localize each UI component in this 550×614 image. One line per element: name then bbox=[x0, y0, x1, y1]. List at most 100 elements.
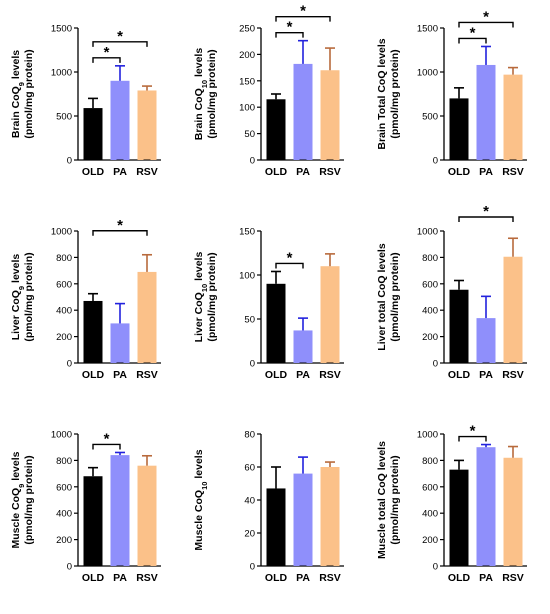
y-tick-label: 400 bbox=[56, 509, 72, 520]
significance-bracket bbox=[458, 216, 514, 222]
significance-bracket bbox=[275, 15, 331, 22]
y-axis-title: Liver CoQ9 levels bbox=[10, 254, 26, 341]
y-axis-title-subscript: 10 bbox=[200, 284, 209, 292]
bar-pa bbox=[110, 455, 130, 566]
y-axis-title-rest: levels bbox=[10, 50, 22, 82]
significance-bracket bbox=[92, 41, 148, 47]
significance-star: * bbox=[483, 8, 489, 25]
bar-rsv bbox=[320, 266, 340, 363]
x-tick-label-old: OLD bbox=[82, 572, 105, 584]
y-axis-title-main: Muscle CoQ bbox=[10, 488, 22, 549]
x-tick-label-pa: PA bbox=[113, 572, 127, 584]
y-axis-title-subscript: 10 bbox=[200, 80, 209, 88]
y-tick-label: 600 bbox=[422, 482, 438, 493]
bar-pa bbox=[476, 64, 496, 160]
y-tick-label: 0 bbox=[67, 359, 72, 370]
bar-old bbox=[83, 300, 103, 363]
bar-old bbox=[449, 98, 469, 160]
y-axis-label: Muscle CoQ9 levels (pmol/mg protein) bbox=[10, 451, 35, 548]
y-tick-label: 0 bbox=[67, 562, 72, 573]
chart-svg: Muscle CoQ10 levels 0 20 40 60 80 OLD PA RSV bbox=[193, 430, 344, 584]
y-axis-title: Liver total CoQ levels bbox=[376, 243, 388, 351]
bar-pa bbox=[476, 318, 496, 363]
significance-bracket bbox=[458, 21, 514, 28]
y-axis-units: (pmol/mg protein) bbox=[23, 252, 35, 341]
y-tick-label: 200 bbox=[56, 535, 72, 546]
significance-star: * bbox=[287, 19, 293, 36]
y-axis-title-main: Brain CoQ bbox=[193, 88, 205, 140]
chart-muscle-total-coq: Muscle total CoQ levels (pmol/mg protein)… bbox=[366, 406, 549, 609]
x-tick-label-old: OLD bbox=[265, 166, 288, 178]
bar-rsv bbox=[320, 70, 340, 160]
x-tick-label-old: OLD bbox=[82, 369, 105, 381]
y-tick-label: 800 bbox=[422, 456, 438, 467]
x-tick-label-pa: PA bbox=[296, 572, 310, 584]
chart-svg: Brain CoQ9 levels (pmol/mg protein) 0 500 10… bbox=[10, 24, 161, 178]
bar-old bbox=[83, 108, 103, 160]
y-axis-title-subscript: 9 bbox=[17, 82, 26, 86]
x-tick-label-rsv: RSV bbox=[502, 166, 524, 178]
x-tick-label-rsv: RSV bbox=[136, 166, 158, 178]
y-axis-label: Brain CoQ9 levels (pmol/mg protein) bbox=[10, 49, 35, 138]
y-tick-label: 800 bbox=[422, 253, 438, 264]
significance-bracket bbox=[275, 31, 304, 38]
x-tick-label-old: OLD bbox=[448, 369, 471, 381]
bar-pa bbox=[293, 473, 313, 566]
y-tick-label: 100 bbox=[239, 103, 255, 114]
y-axis-title-subscript: 9 bbox=[17, 484, 26, 488]
significance-star: * bbox=[470, 24, 476, 41]
chart-svg: Liver CoQ10 levels (pmol/mg protein) 0 50 10… bbox=[193, 227, 344, 381]
y-axis-label: Muscle CoQ10 levels bbox=[193, 449, 209, 550]
significance-bracket bbox=[458, 435, 487, 442]
chart-liver-coq9: Liver CoQ9 levels (pmol/mg protein) 0 200 40… bbox=[0, 203, 183, 406]
y-tick-label: 50 bbox=[244, 315, 255, 326]
y-axis-label: Brain CoQ10 levels (pmol/mg protein) bbox=[193, 48, 218, 141]
y-tick-label: 800 bbox=[56, 253, 72, 264]
bar-pa bbox=[476, 447, 496, 566]
y-tick-label: 200 bbox=[56, 332, 72, 343]
y-axis-title-subscript: 10 bbox=[200, 482, 209, 490]
y-axis-title: Brain CoQ10 levels bbox=[193, 48, 209, 141]
y-tick-label: 0 bbox=[433, 359, 438, 370]
y-tick-label: 200 bbox=[422, 332, 438, 343]
significance-star: * bbox=[117, 28, 123, 45]
y-tick-label: 600 bbox=[56, 279, 72, 290]
y-tick-label: 1500 bbox=[417, 24, 438, 35]
y-tick-label: 400 bbox=[56, 306, 72, 317]
bar-rsv bbox=[137, 90, 157, 160]
significance-bracket bbox=[92, 443, 121, 450]
significance-star: * bbox=[117, 217, 123, 234]
y-axis-label: Liver CoQ9 levels (pmol/mg protein) bbox=[10, 252, 35, 341]
significance-bracket bbox=[92, 57, 121, 63]
x-tick-label-old: OLD bbox=[448, 572, 471, 584]
significance-star: * bbox=[483, 203, 489, 220]
x-tick-label-rsv: RSV bbox=[136, 369, 158, 381]
bar-old bbox=[266, 99, 286, 160]
y-tick-label: 20 bbox=[244, 529, 255, 540]
y-axis-units: (pmol/mg protein) bbox=[389, 49, 401, 138]
x-tick-label-rsv: RSV bbox=[319, 369, 341, 381]
y-axis-title-rest: levels bbox=[193, 252, 205, 284]
x-tick-label-rsv: RSV bbox=[319, 572, 341, 584]
significance-star: * bbox=[470, 423, 476, 440]
y-tick-label: 150 bbox=[239, 227, 255, 238]
y-tick-label: 0 bbox=[67, 156, 72, 167]
significance-star: * bbox=[287, 249, 293, 266]
significance-bracket bbox=[92, 230, 148, 236]
significance-star: * bbox=[300, 3, 306, 20]
chart-brain-coq10: Brain CoQ10 levels (pmol/mg protein) 0 50 10… bbox=[183, 0, 366, 203]
y-tick-label: 1000 bbox=[51, 68, 72, 79]
bar-pa bbox=[293, 63, 313, 160]
y-axis-title-rest: levels bbox=[193, 48, 205, 80]
y-axis-title: Liver CoQ10 levels bbox=[193, 252, 209, 343]
y-tick-label: 600 bbox=[422, 279, 438, 290]
y-tick-label: 60 bbox=[244, 463, 255, 474]
chart-liver-total-coq: Liver total CoQ levels (pmol/mg protein) 0… bbox=[366, 203, 549, 406]
y-axis-title-main: Muscle total CoQ levels bbox=[376, 441, 388, 559]
y-tick-label: 1000 bbox=[417, 430, 438, 441]
bar-rsv bbox=[503, 457, 523, 566]
bar-old bbox=[449, 289, 469, 363]
y-axis-label: Liver CoQ10 levels (pmol/mg protein) bbox=[193, 252, 218, 343]
significance-bracket bbox=[275, 262, 304, 269]
